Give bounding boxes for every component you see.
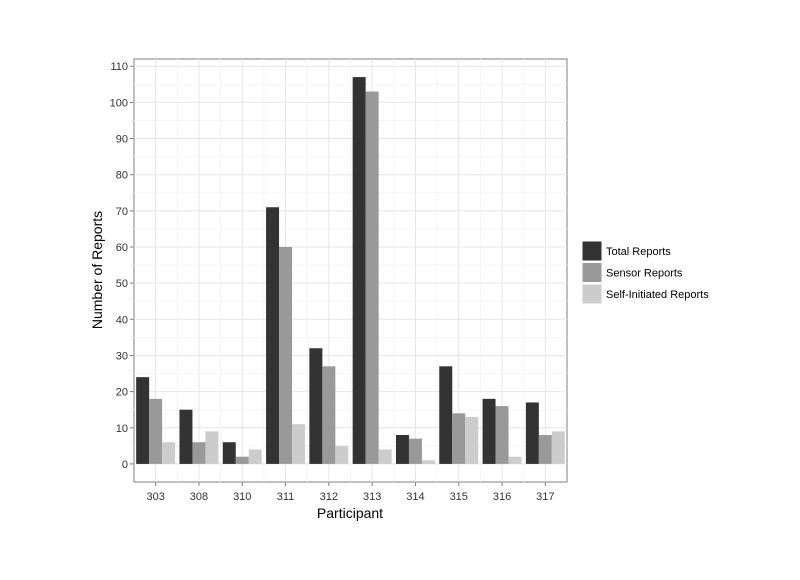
bar-314-total-reports [395, 435, 409, 464]
legend-label: Sensor Reports [606, 268, 683, 280]
bar-311-self-initiated-reports [292, 424, 306, 464]
bar-315-total-reports [439, 366, 453, 464]
x-tick-label: 308 [190, 491, 208, 503]
bar-312-self-initiated-reports [335, 445, 349, 464]
x-tick-label: 312 [320, 491, 338, 503]
bar-316-total-reports [482, 398, 496, 464]
y-tick-label: 50 [116, 278, 128, 290]
x-tick-label: 313 [363, 491, 381, 503]
bar-310-total-reports [222, 442, 236, 464]
bar-314-self-initiated-reports [421, 460, 435, 464]
y-tick-label: 30 [116, 350, 128, 362]
bar-313-total-reports [352, 77, 366, 464]
bar-310-sensor-reports [235, 456, 249, 464]
y-tick-label: 20 [116, 387, 128, 399]
bar-303-total-reports [136, 377, 150, 464]
y-tick-label: 100 [110, 97, 128, 109]
bar-316-sensor-reports [495, 406, 509, 464]
legend-label: Self-Initiated Reports [606, 289, 709, 301]
bar-308-sensor-reports [192, 442, 206, 464]
bar-312-sensor-reports [322, 366, 336, 464]
x-tick-label: 303 [146, 491, 164, 503]
bar-313-sensor-reports [365, 91, 379, 464]
x-tick-label: 314 [406, 491, 424, 503]
bar-317-sensor-reports [538, 435, 552, 464]
bar-308-self-initiated-reports [205, 431, 219, 464]
x-tick-label: 317 [536, 491, 554, 503]
bar-311-total-reports [266, 207, 280, 464]
bar-308-total-reports [179, 409, 193, 464]
x-axis-title: Participant [317, 505, 383, 521]
bars [136, 77, 565, 464]
y-tick-label: 80 [116, 170, 128, 182]
y-tick-label: 40 [116, 314, 128, 326]
y-tick-label: 10 [116, 423, 128, 435]
bar-303-self-initiated-reports [162, 442, 176, 464]
y-axis-title: Number of Reports [89, 211, 105, 329]
bar-317-total-reports [525, 402, 539, 464]
legend-label: Total Reports [606, 246, 671, 258]
legend-key [581, 240, 603, 262]
bar-312-total-reports [309, 348, 323, 464]
y-tick-label: 110 [110, 61, 128, 73]
bar-317-self-initiated-reports [551, 431, 565, 464]
legend-key [581, 262, 603, 283]
bar-313-self-initiated-reports [378, 449, 392, 464]
y-tick-label: 0 [122, 459, 128, 471]
x-tick-label: 311 [277, 491, 295, 503]
y-tick-label: 60 [116, 242, 128, 254]
legend: Total Reports Sensor Reports Self-Initiate… [581, 240, 709, 305]
y-tick-label: 70 [116, 206, 128, 218]
bar-316-self-initiated-reports [508, 456, 522, 464]
y-axis: 0 10 20 30 40 50 60 70 80 90 100 110 [110, 61, 134, 471]
x-axis: 303 308 310 311 312 313 314 315 316 317 [146, 482, 555, 503]
bar-315-sensor-reports [452, 413, 466, 464]
legend-key [581, 283, 603, 305]
bar-315-self-initiated-reports [465, 416, 479, 464]
x-tick-label: 310 [233, 491, 251, 503]
x-tick-label: 315 [450, 491, 468, 503]
bar-303-sensor-reports [149, 398, 163, 464]
y-tick-label: 90 [116, 134, 128, 146]
bar-310-self-initiated-reports [248, 449, 262, 464]
bar-314-sensor-reports [408, 438, 422, 464]
bar-311-sensor-reports [279, 247, 293, 464]
x-tick-label: 316 [493, 491, 511, 503]
